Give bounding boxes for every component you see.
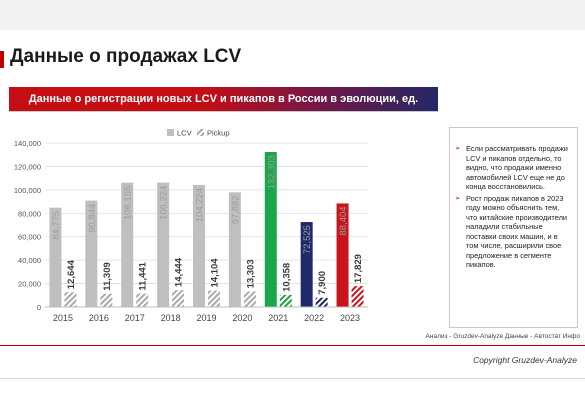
data-label-pickup-2018: 14,444 [174,257,185,287]
bar-lcv-2019 [193,184,205,307]
arrow-bullet-icon: ➢ [455,194,461,202]
chart-banner-text: Данные о регистрации новых LCV и пикапов… [28,93,419,105]
data-label-lcv-2023: 88,404 [338,206,349,235]
y-tick-label: 60,000 [18,233,41,242]
bar-pickup-2021 [279,294,292,307]
legend-swatch-lcv [167,129,174,136]
source-line: Анализ - Gruzdev-Analyze Данные - Автост… [425,333,580,340]
x-tick-label-2020: 2020 [232,313,252,323]
bar-pickup-2015 [64,292,77,307]
data-label-lcv-2018: 106,224 [159,186,170,220]
bar-pickup-2020 [243,291,256,307]
legend-swatch-pickup [197,129,204,136]
copyright: Copyright Gruzdev-Analyze [473,355,577,365]
red-divider [0,345,585,346]
data-label-lcv-2017: 106,155 [123,186,134,220]
x-tick-label-2023: 2023 [340,313,360,323]
notes-list: ➢ Если рассматривать продажи LCV и пикапо… [455,144,572,270]
chart-legend: LCV Pickup [167,129,230,138]
data-label-pickup-2017: 11,441 [138,261,149,290]
data-label-pickup-2016: 11,309 [102,262,113,291]
data-label-pickup-2015: 12,644 [66,259,77,289]
note-text: Рост продаж пикапов в 2023 году можно об… [466,193,568,270]
notes-box: ➢ Если рассматривать продажи LCV и пикапо… [449,127,578,328]
x-tick-label-2016: 2016 [89,313,109,323]
note-item: ➢ Рост продаж пикапов в 2023 году можно о… [455,194,572,270]
arrow-bullet-icon: ➢ [455,145,461,152]
y-tick-label: 120,000 [14,162,41,171]
data-label-lcv-2020: 97,882 [230,195,241,224]
top-strip [0,0,585,30]
data-label-lcv-2021: 132,303 [266,155,277,189]
x-tick-label-2018: 2018 [161,313,181,323]
gray-divider [0,378,585,379]
data-label-lcv-2019: 104,224 [195,188,206,222]
y-tick-label: 20,000 [18,280,41,289]
bar-pickup-2019 [208,290,220,307]
bar-pickup-2018 [172,290,185,307]
banner-rule [9,111,438,112]
bar-lcv-2022 [300,222,313,307]
y-tick-label: 100,000 [14,186,41,195]
bar-lcv-2023 [336,203,349,307]
data-label-lcv-2016: 90,844 [87,204,98,233]
y-tick-label: 80,000 [18,209,41,218]
data-label-pickup-2022: 7,900 [317,271,328,295]
y-tick-label: 0 [37,303,41,312]
bar-lcv-2020 [228,192,241,307]
data-label-lcv-2022: 72,525 [302,225,313,254]
page-title: Данные о продажах LCV [10,46,242,67]
bar-chart: 84,775 12,644 90,844 11,309 106,155 11,441 106… [14,129,368,323]
bar-lcv-2017 [121,182,134,307]
data-label-pickup-2021: 10,358 [281,263,292,292]
note-text: Если рассматривать продажи LCV и пикапов… [466,144,568,191]
x-tick-label-2019: 2019 [196,313,216,323]
bar-lcv-2021 [264,152,277,307]
bar-lcv-2018 [157,182,170,307]
x-tick-label-2015: 2015 [53,313,73,323]
bar-pickup-2016 [100,293,113,307]
x-tick-label-2022: 2022 [304,313,324,323]
bar-pickup-2017 [136,293,149,307]
x-tick-label-2021: 2021 [268,313,288,323]
data-label-pickup-2019: 14,104 [210,258,221,288]
note-item: ➢ Если рассматривать продажи LCV и пикапо… [455,144,572,192]
legend-label-lcv: LCV [177,129,192,138]
title-marker [0,51,4,68]
legend-label-pickup: Pickup [207,129,230,138]
chart-banner: Данные о регистрации новых LCV и пикапов… [9,87,438,111]
bar-lcv-2016 [85,200,98,307]
data-label-pickup-2020: 13,303 [245,259,256,288]
y-tick-label: 140,000 [14,139,41,148]
data-label-pickup-2023: 17,829 [353,254,364,283]
bar-pickup-2023 [351,286,364,307]
bar-lcv-2015 [49,207,62,307]
data-label-lcv-2015: 84,775 [51,211,62,240]
bar-pickup-2022 [315,297,328,307]
y-tick-label: 40,000 [18,256,41,265]
x-tick-label-2017: 2017 [125,313,145,323]
